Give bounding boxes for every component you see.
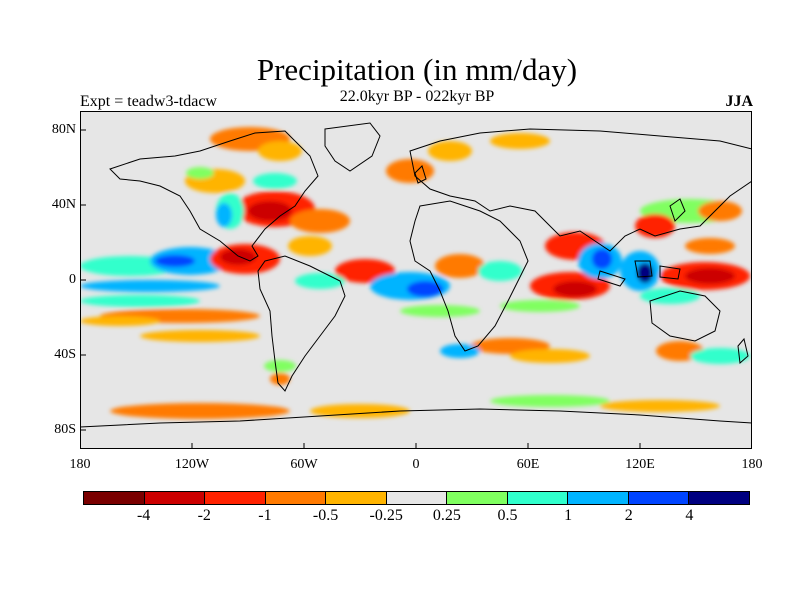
plot-title: Precipitation (in mm/day) bbox=[256, 52, 578, 87]
colorbar-label: 0.25 bbox=[432, 507, 461, 524]
colorbar-box bbox=[265, 492, 327, 504]
x-tick-label: 180 bbox=[741, 457, 763, 472]
colorbar-box bbox=[628, 492, 690, 504]
x-tick-label: 0 bbox=[412, 457, 420, 472]
colorbar-box bbox=[326, 492, 387, 504]
colorbar-box bbox=[84, 492, 145, 504]
colorbar-label: 4 bbox=[685, 507, 694, 524]
colorbar-label: -0.5 bbox=[312, 507, 339, 524]
colorbar-box bbox=[205, 492, 266, 504]
colorbar-label: 1 bbox=[564, 507, 573, 524]
colorbar bbox=[83, 491, 750, 505]
colorbar-box bbox=[386, 492, 448, 504]
anomaly-field bbox=[80, 127, 750, 419]
colorbar-box bbox=[144, 492, 206, 504]
precipitation-map bbox=[80, 111, 752, 449]
colorbar-label: -2 bbox=[197, 507, 211, 524]
x-tick-label: 120W bbox=[174, 457, 210, 472]
x-tick-label: 60E bbox=[516, 457, 540, 472]
colorbar-label: -0.25 bbox=[369, 507, 403, 524]
y-tick-label: 80N bbox=[51, 122, 76, 137]
colorbar-label: -4 bbox=[136, 507, 151, 524]
x-tick-label: 60W bbox=[290, 457, 318, 472]
colorbar-label: 2 bbox=[624, 507, 633, 524]
colorbar-box bbox=[447, 492, 508, 504]
experiment-label: Expt = teadw3-tdacw bbox=[80, 93, 217, 110]
colorbar-box bbox=[568, 492, 629, 504]
map-canvas bbox=[80, 111, 752, 449]
colorbar-box bbox=[689, 492, 750, 504]
y-tick-label: 80S bbox=[54, 422, 76, 437]
colorbar-label: 0.5 bbox=[497, 507, 518, 524]
coastlines bbox=[80, 122, 752, 428]
colorbar-label: -1 bbox=[258, 507, 272, 524]
x-tick-label: 180 bbox=[69, 457, 91, 472]
colorbar-box bbox=[507, 492, 569, 504]
plot-subtitle: 22.0kyr BP - 022kyr BP bbox=[339, 88, 495, 105]
axis-ticks bbox=[80, 129, 641, 449]
y-tick-label: 40S bbox=[54, 347, 76, 362]
season-label: JJA bbox=[725, 93, 753, 110]
x-tick-label: 120E bbox=[625, 457, 655, 472]
y-tick-label: 0 bbox=[69, 272, 76, 287]
y-tick-label: 40N bbox=[51, 197, 76, 212]
